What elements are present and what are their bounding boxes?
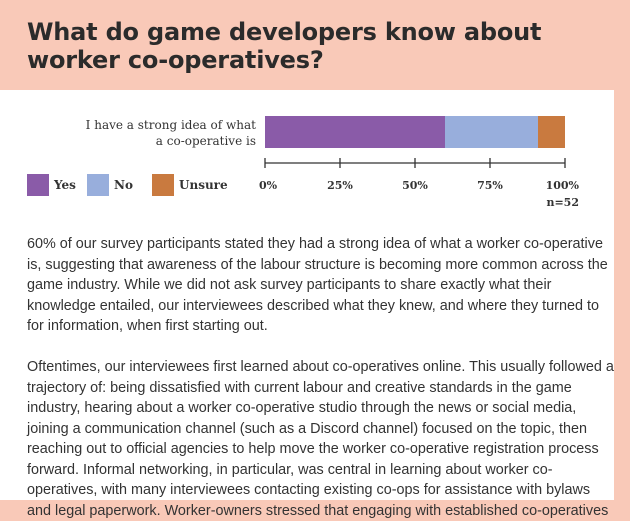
legend-swatch-unsure — [152, 174, 174, 196]
legend-swatch-yes — [27, 174, 49, 196]
legend-label-yes: Yes — [53, 178, 76, 192]
x-tick-label-0: 0% — [259, 179, 278, 192]
right-margin-strip — [614, 90, 630, 500]
bar-segment-yes — [265, 116, 445, 148]
legend-label-no: No — [114, 178, 133, 192]
stacked-bar-chart: I have a strong idea of what a co-operati… — [27, 116, 580, 209]
content-panel: I have a strong idea of what a co-operati… — [0, 90, 614, 519]
x-tick-label-75: 75% — [477, 179, 503, 192]
bar-segment-no — [445, 116, 538, 148]
x-tick-label-100: 100% — [546, 179, 580, 192]
sample-size-note: n=52 — [546, 196, 579, 209]
x-tick-label-50: 50% — [402, 179, 428, 192]
bar-segment-unsure — [538, 116, 565, 148]
legend-label-unsure: Unsure — [179, 178, 228, 192]
page-title: What do game developers know about worke… — [27, 18, 542, 74]
paragraph-2: Oftentimes, our interviewees first learn… — [27, 359, 614, 519]
legend-swatch-no — [87, 174, 109, 196]
category-label-line-1: I have a strong idea of what — [86, 118, 256, 132]
category-label-line-2: a co-operative is — [156, 134, 256, 148]
paragraph-1: 60% of our survey participants stated th… — [27, 236, 608, 334]
x-tick-label-25: 25% — [327, 179, 353, 192]
